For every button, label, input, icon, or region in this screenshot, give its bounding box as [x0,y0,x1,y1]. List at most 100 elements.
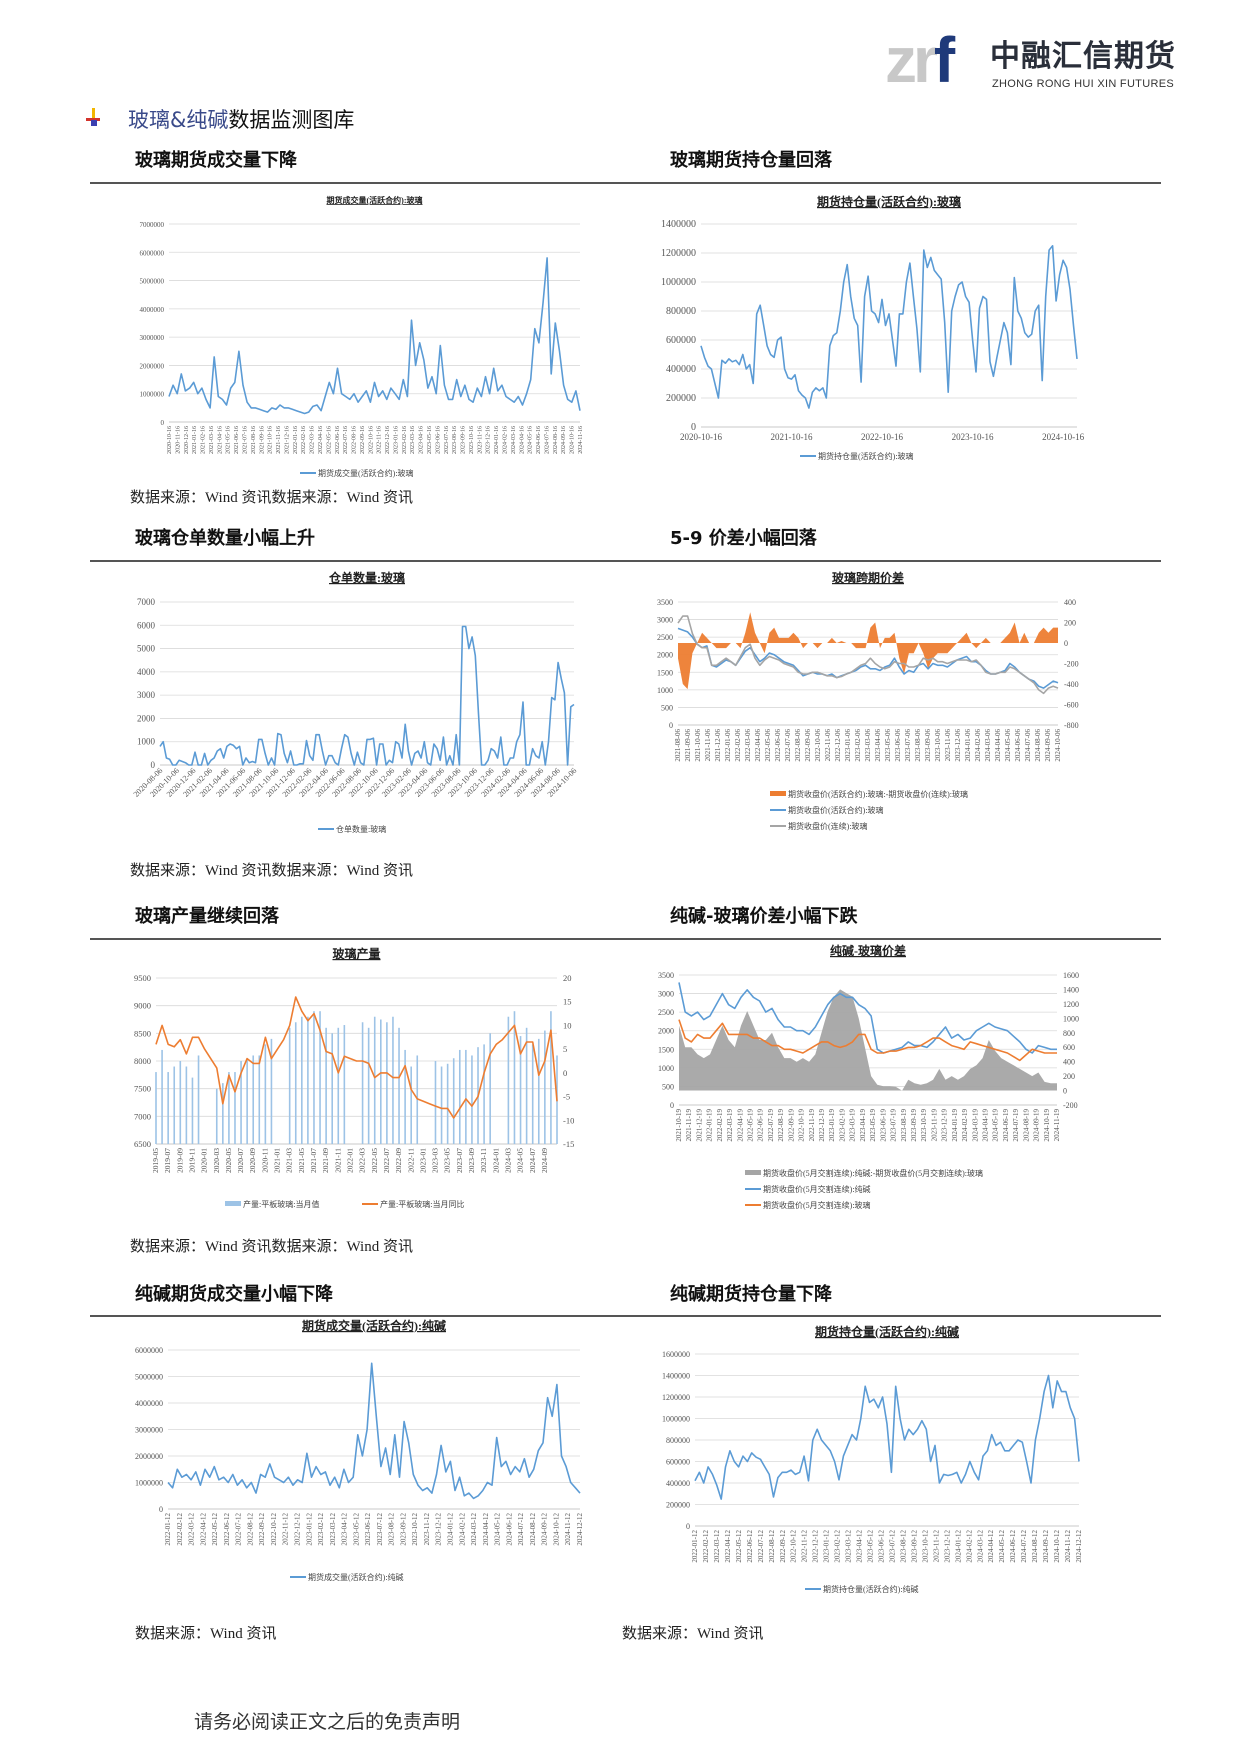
x-tick-label: 2024-08-12 [529,1513,537,1546]
x-tick-label: 2022-02-12 [176,1513,184,1546]
x-tick-label: 2023-11-12 [423,1513,431,1546]
x-tick-label: 2021-12-16 [284,426,290,454]
logo-mark-zr: zr [885,24,938,96]
x-tick-label: 2023-04-06 [874,729,882,762]
x-tick-label: 2024-05-19 [992,1109,1000,1142]
y-tick-label: 3000 [657,616,673,625]
series-line [700,245,1078,409]
y-tick-label: 5000000 [140,278,165,286]
x-tick-label: 2023-07-19 [890,1109,898,1142]
legend-label: 期货成交量(活跃合约):玻璃 [318,468,414,478]
x-tick-label: 2023-02-06 [854,729,862,762]
x-tick-label: 2022-12-16 [385,426,391,454]
x-tick-label: 2022-11-19 [808,1109,816,1142]
bar [294,1022,297,1144]
x-tick-label: 2024-11-12 [1064,1530,1072,1563]
y2-tick-label: -200 [1064,660,1079,669]
y2-tick-label: 0 [1064,639,1068,648]
bar [258,1055,261,1144]
x-tick-label: 2022-07-06 [784,729,792,762]
x-tick-label: 2020-12-16 [184,426,190,454]
x-tick-label: 2021-10-19 [675,1109,683,1142]
x-tick-label: 2023-10-12 [411,1513,419,1546]
x-tick-label: 2022-10-16 [368,426,374,454]
x-tick-label: 2024-07-12 [1020,1530,1028,1563]
x-tick-label: 2021-01-16 [192,426,198,454]
company-logo: zrf [885,28,955,92]
section-heading: 纯碱期货成交量小幅下降 [135,1284,333,1305]
bar [513,1011,516,1144]
x-tick-label: 2023-12-12 [435,1513,443,1546]
y-tick-label: 6000 [137,620,156,630]
series-line [168,257,581,415]
x-tick-label: 2022-10-06 [814,729,822,762]
legend-label: 期货收盘价(连续):玻璃 [788,821,868,831]
x-tick-label: 2019-07 [163,1148,172,1173]
y-tick-label: 1000000 [140,391,165,399]
x-tick-label: 2019-09 [175,1148,184,1173]
x-tick-label: 2024-07-16 [544,426,550,454]
x-tick-label: 2022-12-06 [834,729,842,762]
x-tick-label: 2024-02-16 [503,426,509,454]
x-tick-label: 2023-04-12 [856,1530,864,1563]
section-heading: 玻璃产量继续回落 [135,906,279,927]
x-tick-label: 2021-02-16 [201,426,207,454]
x-tick-label: 2024-06-12 [505,1513,513,1546]
bar [507,1016,510,1144]
logo-company-name: 中融汇信期货 [990,39,1176,74]
y2-tick-label: -5 [563,1092,570,1102]
y-tick-label: 4000000 [135,1399,163,1408]
x-tick-label: 2023-07-12 [888,1530,896,1563]
x-tick-label: 2022-11-06 [824,729,832,762]
legend-label: 仓单数量:玻璃 [336,824,386,834]
y-tick-label: 1000000 [661,277,696,288]
page-title: 玻璃&纯碱数据监测图库 [128,104,354,134]
y2-tick-label: 600 [1063,1043,1075,1052]
bar [161,1049,163,1144]
x-tick-label: 2024-05-06 [1004,729,1012,762]
y2-tick-label: 0 [563,1068,567,1078]
chart-title: 期货持仓量(活跃合约):玻璃 [817,194,961,209]
x-tick-label: 2020-11 [260,1148,269,1173]
x-tick-label: 2023-02-12 [317,1513,325,1546]
bar [337,1027,340,1144]
x-tick-label: 2022-10-12 [270,1513,278,1546]
x-tick-label: 2022-12-19 [818,1109,826,1142]
chart-title: 仓单数量:玻璃 [328,570,405,585]
x-tick-label: 2022-08-16 [352,426,358,454]
x-tick-label: 2022-07-16 [343,426,349,454]
bar [373,1016,376,1144]
section-heading: 玻璃仓单数量小幅上升 [135,528,315,549]
y-tick-label: 5000000 [135,1373,163,1382]
x-tick-label: 2024-01 [491,1148,500,1173]
legend-label: 期货持仓量(活跃合约):纯碱 [823,1584,919,1594]
x-tick-label: 2024-05-12 [494,1513,502,1546]
x-tick-label: 2024-09-19 [1033,1109,1041,1142]
bar [307,1016,309,1144]
x-tick-label: 2022-08-12 [246,1513,254,1546]
x-tick-label: 2021-05 [297,1148,306,1173]
bar [319,1011,321,1144]
series-area [678,612,1058,690]
y2-tick-label: 1200 [1063,1000,1079,1009]
data-source-note: 数据来源：Wind 资讯 [135,1626,277,1642]
x-tick-label: 2023-03 [431,1148,440,1173]
y2-tick-label: 20 [563,973,572,983]
y-tick-label: 5000 [137,644,156,654]
y-tick-label: 2000 [658,1027,674,1036]
data-source-note: 数据来源：Wind 资讯数据来源：Wind 资讯 [130,1239,413,1255]
chart-c5: 玻璃产量 6500 7000 7500 8000 8500 9000 9500 -15 -10 -5… [134,946,574,1209]
x-tick-label: 2022-03 [358,1148,367,1173]
bar [234,1072,236,1144]
bar [525,1027,528,1144]
x-tick-label: 2021-06-16 [234,426,240,454]
x-tick-label: 2022-08-12 [768,1530,776,1563]
y2-tick-label: -200 [1063,1101,1078,1110]
chart-title: 玻璃产量 [332,946,380,961]
x-tick-label: 2021-10-06 [694,729,702,762]
y2-tick-label: 1000 [1063,1014,1079,1023]
x-tick-label: 2024-02-12 [965,1530,973,1563]
y-tick-label: 3000 [137,690,156,700]
x-tick-label: 2021-11 [333,1148,342,1173]
